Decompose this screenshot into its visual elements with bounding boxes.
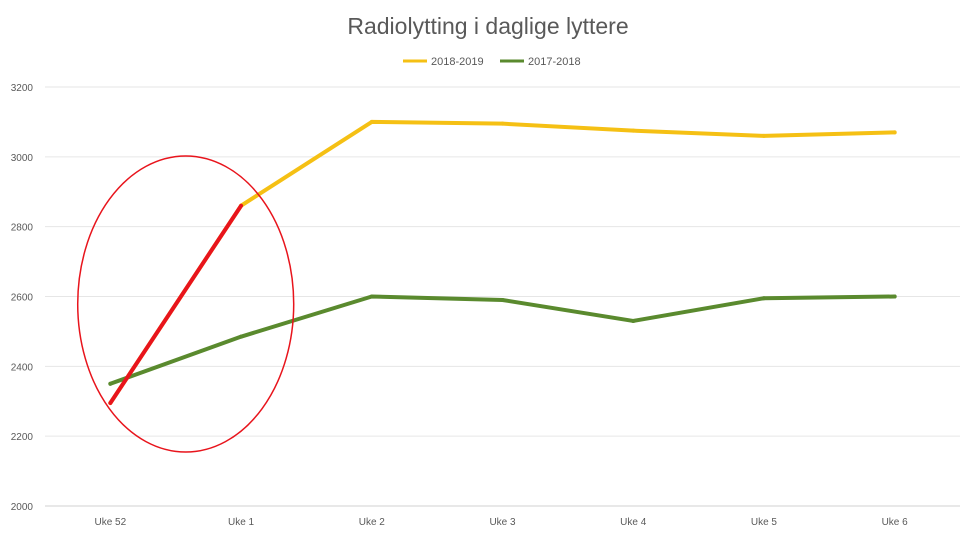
annotations — [76, 155, 295, 453]
legend: 2018-2019 2017-2018 — [403, 56, 581, 68]
data-point-2017-2018-Uke 52 — [108, 381, 113, 386]
x-tick-label: Uke 5 — [751, 517, 778, 528]
y-tick-label: 2800 — [11, 223, 34, 234]
y-tick-label: 3200 — [11, 83, 34, 94]
data-point-2017-2018-Uke 6 — [892, 294, 897, 299]
y-tick-label: 2200 — [11, 432, 34, 443]
x-tick-label: Uke 6 — [882, 517, 909, 528]
x-axis-ticks: Uke 52 Uke 1 Uke 2 Uke 3 Uke 4 Uke 5 Uke 6 — [95, 517, 909, 528]
y-axis-ticks: 2000 2200 2400 2600 2800 3000 3200 — [11, 83, 34, 513]
highlight-circle — [76, 155, 295, 453]
y-tick-label: 3000 — [11, 153, 34, 164]
gridlines — [45, 86, 960, 507]
x-tick-label: Uke 1 — [228, 517, 255, 528]
y-tick-label: 2600 — [11, 293, 34, 304]
data-point-2017-2018-Uke 4 — [631, 318, 636, 323]
y-tick-label: 2000 — [11, 502, 34, 513]
chart-title: Radiolytting i daglige lyttere — [347, 13, 628, 39]
x-tick-label: Uke 2 — [359, 517, 386, 528]
x-tick-label: Uke 3 — [489, 517, 516, 528]
highlight-segment — [108, 203, 244, 405]
data-point-2018-2019-Uke 5 — [761, 133, 766, 138]
x-tick-label: Uke 4 — [620, 517, 647, 528]
legend-label: 2018-2019 — [431, 56, 484, 68]
data-point-2018-2019-Uke 6 — [892, 130, 897, 135]
x-tick-label: Uke 52 — [95, 517, 127, 528]
data-point-2018-2019-Uke 2 — [369, 119, 374, 124]
y-tick-label: 2400 — [11, 362, 34, 373]
data-point-2017-2018-Uke 1 — [239, 334, 244, 339]
data-point-2017-2018-Uke 5 — [761, 296, 766, 301]
data-point-2017-2018-Uke 2 — [369, 294, 374, 299]
data-point-2017-2018-Uke 3 — [500, 297, 505, 302]
data-point-2018-2019-Uke 3 — [500, 121, 505, 126]
legend-label: 2017-2018 — [528, 56, 581, 68]
data-point-2018-2019-Uke 4 — [631, 128, 636, 133]
